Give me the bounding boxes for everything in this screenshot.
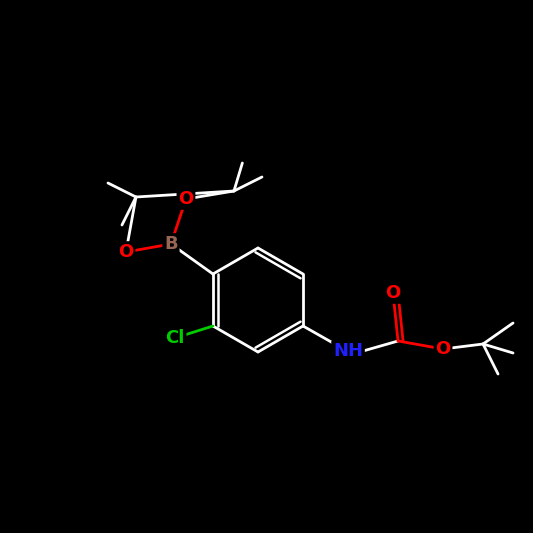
Text: NH: NH (333, 342, 363, 360)
Text: Cl: Cl (165, 329, 184, 347)
Text: B: B (164, 235, 178, 253)
Text: O: O (385, 284, 401, 302)
Text: O: O (118, 243, 134, 261)
Text: O: O (179, 190, 193, 208)
Text: O: O (435, 340, 451, 358)
